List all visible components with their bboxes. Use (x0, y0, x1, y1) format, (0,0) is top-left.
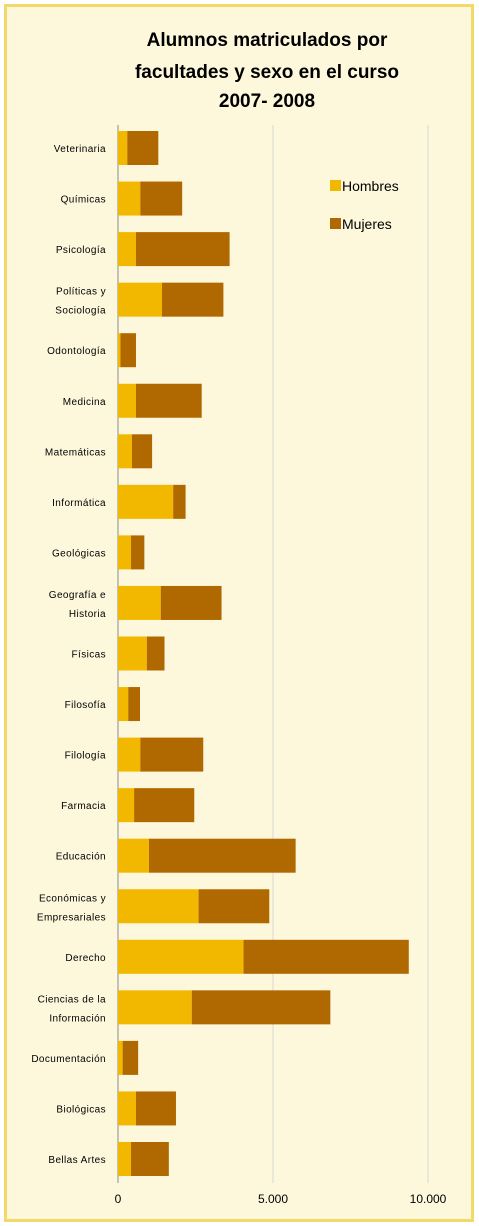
category-label-16: Económicas y Empresariales (37, 893, 106, 923)
bar-hombres-5 (118, 333, 121, 368)
bar-mujeres-2 (140, 181, 183, 216)
bar-hombres-18 (118, 990, 192, 1025)
legend-label-mujeres: Mujeres (342, 216, 392, 232)
category-label-11: Físicas (72, 650, 106, 661)
category-label-7: Matemáticas (45, 447, 106, 458)
x-tick-label-3: 10.000 (410, 1192, 447, 1206)
category-label-1: Veterinaria (54, 144, 106, 155)
category-label-12: Filosofía (65, 700, 106, 711)
bar-mujeres-7 (131, 434, 153, 469)
bar-mujeres-3 (135, 232, 230, 267)
bar-hombres-9 (118, 535, 132, 570)
category-label-5: Odontología (47, 346, 106, 357)
bar-mujeres-6 (135, 383, 202, 418)
category-label-3: Psicología (56, 245, 106, 256)
chart-title-line-2: facultades y sexo en el curso (135, 62, 399, 83)
bar-hombres-7 (118, 434, 132, 469)
bar-mujeres-1 (127, 131, 159, 165)
bar-mujeres-12 (128, 687, 141, 722)
bar-hombres-16 (118, 889, 199, 924)
legend-swatch-mujeres (330, 218, 341, 229)
bar-hombres-19 (118, 1040, 123, 1075)
chart-title-line-3: 2007- 2008 (219, 91, 315, 112)
bar-hombres-20 (118, 1091, 136, 1126)
bar-hombres-13 (118, 737, 141, 772)
bar-hombres-10 (118, 585, 161, 620)
bar-hombres-14 (118, 788, 135, 823)
category-label-2: Químicas (61, 195, 106, 206)
bar-mujeres-14 (134, 788, 195, 823)
bar-mujeres-16 (198, 889, 270, 924)
category-label-10: Geografía e Historia (49, 590, 106, 620)
bar-hombres-6 (118, 383, 136, 418)
bar-hombres-21 (118, 1142, 132, 1176)
bar-mujeres-11 (146, 636, 165, 671)
chart-frame: Alumnos matriculados por facultades y sex… (4, 4, 474, 1222)
bar-hombres-15 (118, 838, 149, 873)
category-label-15: Educación (56, 852, 106, 863)
bar-mujeres-5 (120, 333, 136, 368)
bar-hombres-4 (118, 282, 163, 317)
bar-mujeres-17 (243, 939, 409, 974)
legend-label-hombres: Hombres (342, 178, 399, 194)
bar-mujeres-19 (122, 1040, 139, 1075)
bar-hombres-8 (118, 484, 174, 519)
bar-mujeres-13 (140, 737, 204, 772)
category-label-21: Bellas Artes (48, 1155, 106, 1166)
bar-hombres-11 (118, 636, 147, 671)
bar-hombres-3 (118, 232, 136, 267)
category-label-17: Derecho (65, 953, 106, 964)
category-label-9: Geológicas (52, 548, 106, 559)
category-label-4: Políticas y Sociología (55, 287, 106, 317)
category-label-20: Biológicas (56, 1104, 106, 1115)
bar-hombres-2 (118, 181, 141, 216)
category-label-19: Documentación (31, 1054, 106, 1065)
bar-hombres-17 (118, 939, 244, 974)
bar-mujeres-18 (191, 990, 331, 1025)
category-label-13: Filología (65, 751, 106, 762)
x-tick-label-2: 5.000 (258, 1192, 288, 1206)
category-label-6: Medicina (63, 397, 106, 408)
bar-hombres-12 (118, 687, 129, 722)
legend-swatch-hombres (330, 180, 341, 191)
bar-hombres-1 (118, 131, 128, 165)
bar-mujeres-15 (149, 838, 296, 873)
category-label-18: Ciencias de la Información (38, 994, 106, 1024)
bar-mujeres-20 (135, 1091, 176, 1126)
bar-mujeres-4 (162, 282, 224, 317)
bar-mujeres-21 (131, 1142, 169, 1176)
bar-mujeres-9 (131, 535, 145, 570)
bar-mujeres-8 (173, 484, 186, 519)
bar-chart: Alumnos matriculados por facultades y sex… (31, 30, 447, 1206)
chart-title-line-1: Alumnos matriculados por (147, 30, 388, 51)
bar-mujeres-10 (160, 585, 222, 620)
category-label-14: Farmacia (61, 801, 106, 812)
x-tick-label-1: 0 (115, 1192, 122, 1206)
category-label-8: Informática (52, 498, 106, 509)
